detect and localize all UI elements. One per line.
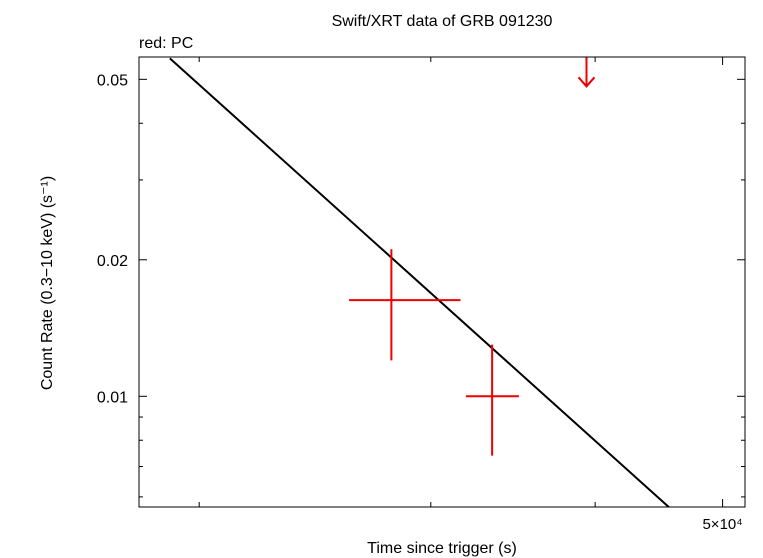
model-layer — [169, 57, 670, 508]
upper-limit — [577, 57, 596, 88]
y-tick-label: 0.02 — [97, 253, 128, 270]
y-tick-label: 0.01 — [97, 389, 128, 406]
data-point — [349, 249, 461, 361]
x-axis-label: Time since trigger (s) — [367, 540, 517, 557]
data-layer — [349, 57, 596, 456]
y-tick-label: 0.05 — [97, 72, 128, 89]
chart-title: Swift/XRT data of GRB 091230 — [332, 13, 553, 30]
axis-ticks — [139, 57, 745, 507]
y-axis-label: Count Rate (0.3−10 keV) (s⁻¹) — [39, 176, 56, 390]
mode-annotation: red: PC — [139, 35, 193, 52]
data-point — [465, 344, 519, 456]
x-tick-label: 5×10⁴ — [702, 516, 742, 533]
axis-tick-labels: 0.05 0.02 0.01 5×10⁴ — [97, 72, 743, 533]
model-line — [169, 57, 670, 508]
upper-limit-arrowhead — [577, 76, 596, 88]
plot-frame — [138, 56, 746, 508]
